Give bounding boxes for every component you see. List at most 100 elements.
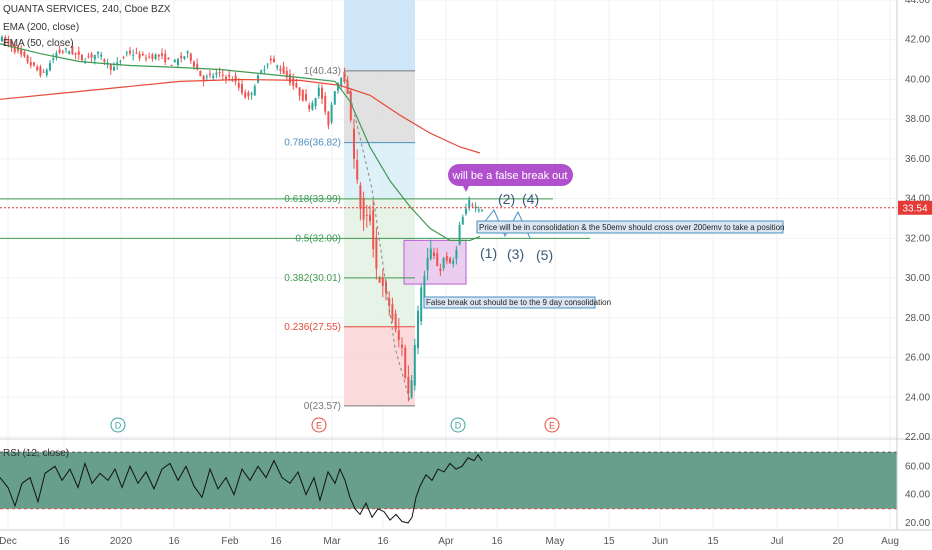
candle-body[interactable] (420, 287, 423, 322)
candle-body[interactable] (193, 61, 195, 67)
candle-body[interactable] (289, 74, 291, 84)
candle-body[interactable] (36, 66, 39, 71)
candle-body[interactable] (42, 71, 45, 73)
candle-body[interactable] (244, 92, 247, 98)
candle-body[interactable] (477, 209, 480, 211)
candle-body[interactable] (298, 87, 301, 96)
candle-body[interactable] (372, 210, 375, 250)
candle-body[interactable] (273, 58, 275, 63)
candle-body[interactable] (209, 73, 211, 75)
candle-body[interactable] (97, 51, 99, 54)
candle-body[interactable] (276, 65, 279, 68)
candle-body[interactable] (468, 199, 471, 208)
candle-body[interactable] (237, 82, 240, 88)
candle-body[interactable] (436, 253, 439, 267)
candle-body[interactable] (458, 224, 461, 245)
candle-body[interactable] (228, 74, 231, 77)
candle-body[interactable] (55, 53, 58, 57)
candle-body[interactable] (308, 104, 311, 109)
candle-body[interactable] (410, 380, 413, 398)
candle-body[interactable] (20, 48, 23, 55)
candle-body[interactable] (349, 91, 352, 121)
candle-body[interactable] (327, 111, 330, 126)
candle-body[interactable] (177, 59, 179, 65)
candle-body[interactable] (231, 80, 234, 82)
candle-body[interactable] (116, 62, 119, 65)
candle-body[interactable] (49, 63, 51, 71)
candle-body[interactable] (397, 330, 400, 340)
candle-body[interactable] (365, 214, 368, 216)
candle-body[interactable] (439, 268, 442, 272)
candle-body[interactable] (161, 53, 163, 56)
price-badge-box[interactable] (898, 200, 932, 215)
candle-body[interactable] (151, 54, 154, 59)
candle-body[interactable] (295, 83, 298, 88)
candlesticks[interactable] (1, 35, 483, 402)
candle-body[interactable] (241, 84, 243, 93)
candle-body[interactable] (340, 77, 343, 86)
candle-body[interactable] (199, 70, 202, 77)
candle-body[interactable] (52, 58, 55, 60)
candle-body[interactable] (474, 206, 477, 208)
candle-body[interactable] (401, 344, 403, 348)
candle-body[interactable] (81, 54, 83, 61)
candle-body[interactable] (311, 103, 314, 110)
candle-body[interactable] (471, 204, 474, 206)
candle-body[interactable] (170, 64, 173, 66)
candle-body[interactable] (343, 71, 346, 83)
candle-body[interactable] (29, 62, 32, 66)
candle-body[interactable] (285, 70, 288, 78)
ema200-legend[interactable]: EMA (200, close) (3, 22, 80, 33)
event-marker[interactable] (544, 417, 560, 433)
candle-body[interactable] (26, 55, 29, 63)
candle-body[interactable] (423, 276, 426, 301)
candle-body[interactable] (87, 56, 90, 58)
event-marker[interactable] (110, 417, 126, 433)
candle-body[interactable] (157, 54, 160, 57)
candle-body[interactable] (135, 52, 138, 54)
candle-body[interactable] (269, 58, 272, 61)
candle-body[interactable] (186, 51, 189, 54)
candle-body[interactable] (138, 53, 141, 59)
candle-body[interactable] (173, 59, 176, 62)
candle-body[interactable] (381, 277, 384, 286)
candle-body[interactable] (253, 86, 256, 96)
callout-bubble[interactable] (448, 164, 573, 186)
candle-body[interactable] (74, 53, 77, 55)
candle-body[interactable] (4, 37, 7, 42)
candle-body[interactable] (109, 64, 112, 70)
candle-body[interactable] (445, 256, 448, 261)
candle-body[interactable] (369, 214, 371, 221)
candle-body[interactable] (250, 93, 253, 95)
rsi-panel[interactable] (0, 438, 932, 524)
candle-body[interactable] (39, 66, 42, 76)
candle-body[interactable] (218, 72, 221, 74)
candle-body[interactable] (346, 80, 349, 94)
candle-body[interactable] (330, 104, 333, 123)
candle-body[interactable] (103, 59, 106, 63)
candle-body[interactable] (183, 56, 186, 59)
rsi-legend[interactable]: RSI (12, close) (3, 448, 70, 459)
candle-body[interactable] (317, 87, 320, 97)
candle-body[interactable] (132, 54, 135, 56)
candle-body[interactable] (125, 52, 128, 54)
candle-body[interactable] (279, 68, 282, 71)
candle-body[interactable] (221, 74, 224, 76)
event-marker[interactable] (450, 417, 466, 433)
candle-body[interactable] (314, 98, 317, 107)
event-marker[interactable] (311, 417, 327, 433)
candle-body[interactable] (13, 44, 16, 52)
candle-body[interactable] (7, 39, 10, 44)
candle-body[interactable] (164, 53, 167, 63)
candle-body[interactable] (391, 304, 394, 320)
candle-body[interactable] (407, 376, 410, 394)
candle-body[interactable] (442, 258, 445, 268)
candle-body[interactable] (212, 75, 215, 78)
candle-body[interactable] (413, 345, 416, 386)
annotations[interactable]: will be a false break out (1) (2) (3) (4) (5)… (0, 73, 897, 433)
candle-body[interactable] (263, 69, 266, 71)
candle-body[interactable] (61, 51, 64, 53)
candle-body[interactable] (167, 57, 170, 60)
candle-body[interactable] (234, 75, 237, 82)
